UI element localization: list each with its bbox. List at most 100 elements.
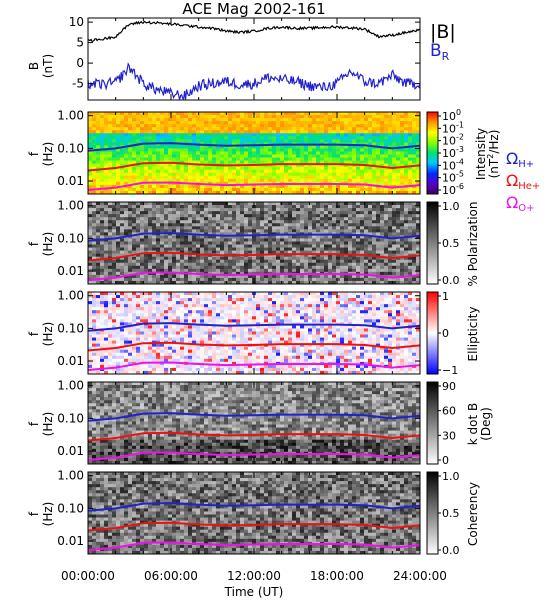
spectrogram-cell bbox=[404, 265, 409, 270]
spectrogram-cell bbox=[164, 148, 169, 152]
spectrogram-cell bbox=[340, 148, 345, 152]
spectrogram-cell bbox=[164, 214, 169, 218]
spectrogram-cell bbox=[344, 175, 349, 180]
spectrogram-cell bbox=[372, 172, 377, 177]
spectrogram-cell bbox=[108, 316, 113, 320]
spectrogram-cell bbox=[252, 244, 257, 248]
spectrogram-cell bbox=[328, 136, 333, 140]
spectrogram-cell bbox=[404, 280, 409, 284]
spectrogram-cell bbox=[212, 214, 217, 218]
spectrogram-cell bbox=[216, 166, 221, 171]
spectrogram-cell bbox=[132, 319, 137, 323]
spectrogram-cell bbox=[172, 145, 177, 149]
spectrogram-cell bbox=[248, 142, 253, 146]
spectrogram-cell bbox=[104, 142, 109, 146]
spectrogram-cell bbox=[268, 124, 273, 128]
freq-ylabel-unit: (Hz) bbox=[41, 232, 55, 257]
spectrogram-cell bbox=[416, 274, 420, 279]
spectrogram-cell bbox=[284, 163, 289, 167]
spectrogram-cell bbox=[204, 235, 209, 239]
spectrogram-cell bbox=[104, 325, 109, 329]
spectrogram-cell bbox=[116, 154, 121, 158]
spectrogram-cell bbox=[412, 262, 417, 267]
spectrogram-cell bbox=[168, 211, 173, 215]
spectrogram-cell bbox=[136, 340, 141, 344]
spectrogram-cell bbox=[100, 241, 105, 245]
spectrogram-cell bbox=[316, 244, 321, 248]
spectrogram-cell bbox=[208, 268, 213, 273]
spectrogram-cell bbox=[324, 214, 329, 218]
spectrogram-cell bbox=[408, 178, 413, 183]
spectrogram-cell bbox=[256, 157, 261, 161]
spectrogram-cell bbox=[404, 190, 409, 194]
spectrogram-cell bbox=[276, 235, 281, 239]
spectrogram-cell bbox=[416, 112, 420, 116]
spectrogram-cell bbox=[132, 235, 137, 239]
spectrogram-cell bbox=[332, 148, 337, 152]
spectrogram-cell bbox=[340, 241, 345, 245]
spectrogram-cell bbox=[244, 241, 249, 245]
spectrogram-cell bbox=[340, 130, 345, 134]
spectrogram-cell bbox=[132, 298, 137, 302]
spectrogram-cell bbox=[216, 223, 221, 227]
spectrogram-cell bbox=[264, 145, 269, 149]
spectrogram-cell bbox=[88, 331, 93, 335]
spectrogram-cell bbox=[348, 259, 353, 264]
spectrogram-cell bbox=[112, 115, 117, 119]
spectrogram-cell bbox=[416, 220, 420, 224]
spectrogram-cell bbox=[204, 256, 209, 261]
spectrogram-cell bbox=[212, 145, 217, 149]
spectrogram-cell bbox=[124, 190, 129, 194]
spectrogram-cell bbox=[384, 205, 389, 209]
spectrogram-cell bbox=[380, 268, 385, 273]
spectrogram-cell bbox=[384, 178, 389, 183]
spectrogram-cell bbox=[124, 313, 129, 317]
spectrogram-cell bbox=[120, 304, 125, 308]
spectrogram-cell bbox=[180, 190, 185, 194]
spectrogram-cell bbox=[312, 178, 317, 183]
spectrogram-cell bbox=[216, 277, 221, 282]
spectrogram-cell bbox=[156, 124, 161, 128]
spectrogram-cell bbox=[416, 142, 420, 146]
spectrogram-cell bbox=[228, 112, 233, 116]
spectrogram-cell bbox=[316, 202, 321, 206]
spectrogram-cell bbox=[348, 226, 353, 230]
spectrogram-cell bbox=[132, 190, 137, 194]
spectrogram-cell bbox=[104, 349, 109, 354]
spectrogram-cell bbox=[100, 358, 105, 363]
spectrogram-cell bbox=[344, 121, 349, 125]
spectrogram-cell bbox=[104, 157, 109, 161]
spectrogram-cell bbox=[324, 145, 329, 149]
spectrogram-cell bbox=[216, 259, 221, 264]
spectrogram-cell bbox=[108, 340, 113, 344]
spectrogram-cell bbox=[324, 118, 329, 122]
spectrogram-cell bbox=[128, 310, 133, 314]
spectrogram-cell bbox=[348, 250, 353, 254]
spectrogram-cell bbox=[364, 223, 369, 227]
spectrogram-cell bbox=[92, 121, 97, 125]
spectrogram-cell bbox=[376, 151, 381, 155]
spectrogram-cell bbox=[388, 238, 393, 242]
spectrogram-cell bbox=[276, 136, 281, 140]
spectrogram-cell bbox=[144, 112, 149, 116]
spectrogram-cell bbox=[300, 160, 305, 164]
spectrogram-cell bbox=[368, 142, 373, 146]
spectrogram-cell bbox=[116, 337, 121, 341]
spectrogram-cell bbox=[340, 220, 345, 224]
spectrogram-cell bbox=[172, 121, 177, 125]
spectrogram-cell bbox=[400, 271, 405, 276]
spectrogram-cell bbox=[140, 133, 145, 137]
spectrogram-cell bbox=[360, 115, 365, 119]
spectrogram-cell bbox=[284, 124, 289, 128]
spectrogram-cell bbox=[184, 280, 189, 284]
spectrogram-cell bbox=[88, 346, 93, 351]
spectrogram-cell bbox=[388, 160, 393, 164]
spectrogram-cell bbox=[96, 271, 101, 276]
spectrogram-cell bbox=[316, 148, 321, 152]
spectrogram-cell bbox=[208, 223, 213, 227]
spectrogram-cell bbox=[224, 220, 229, 224]
spectrogram-cell bbox=[296, 151, 301, 155]
spectrogram-cell bbox=[268, 136, 273, 140]
spectrogram-cell bbox=[392, 217, 397, 221]
spectrogram-cell bbox=[352, 250, 357, 254]
